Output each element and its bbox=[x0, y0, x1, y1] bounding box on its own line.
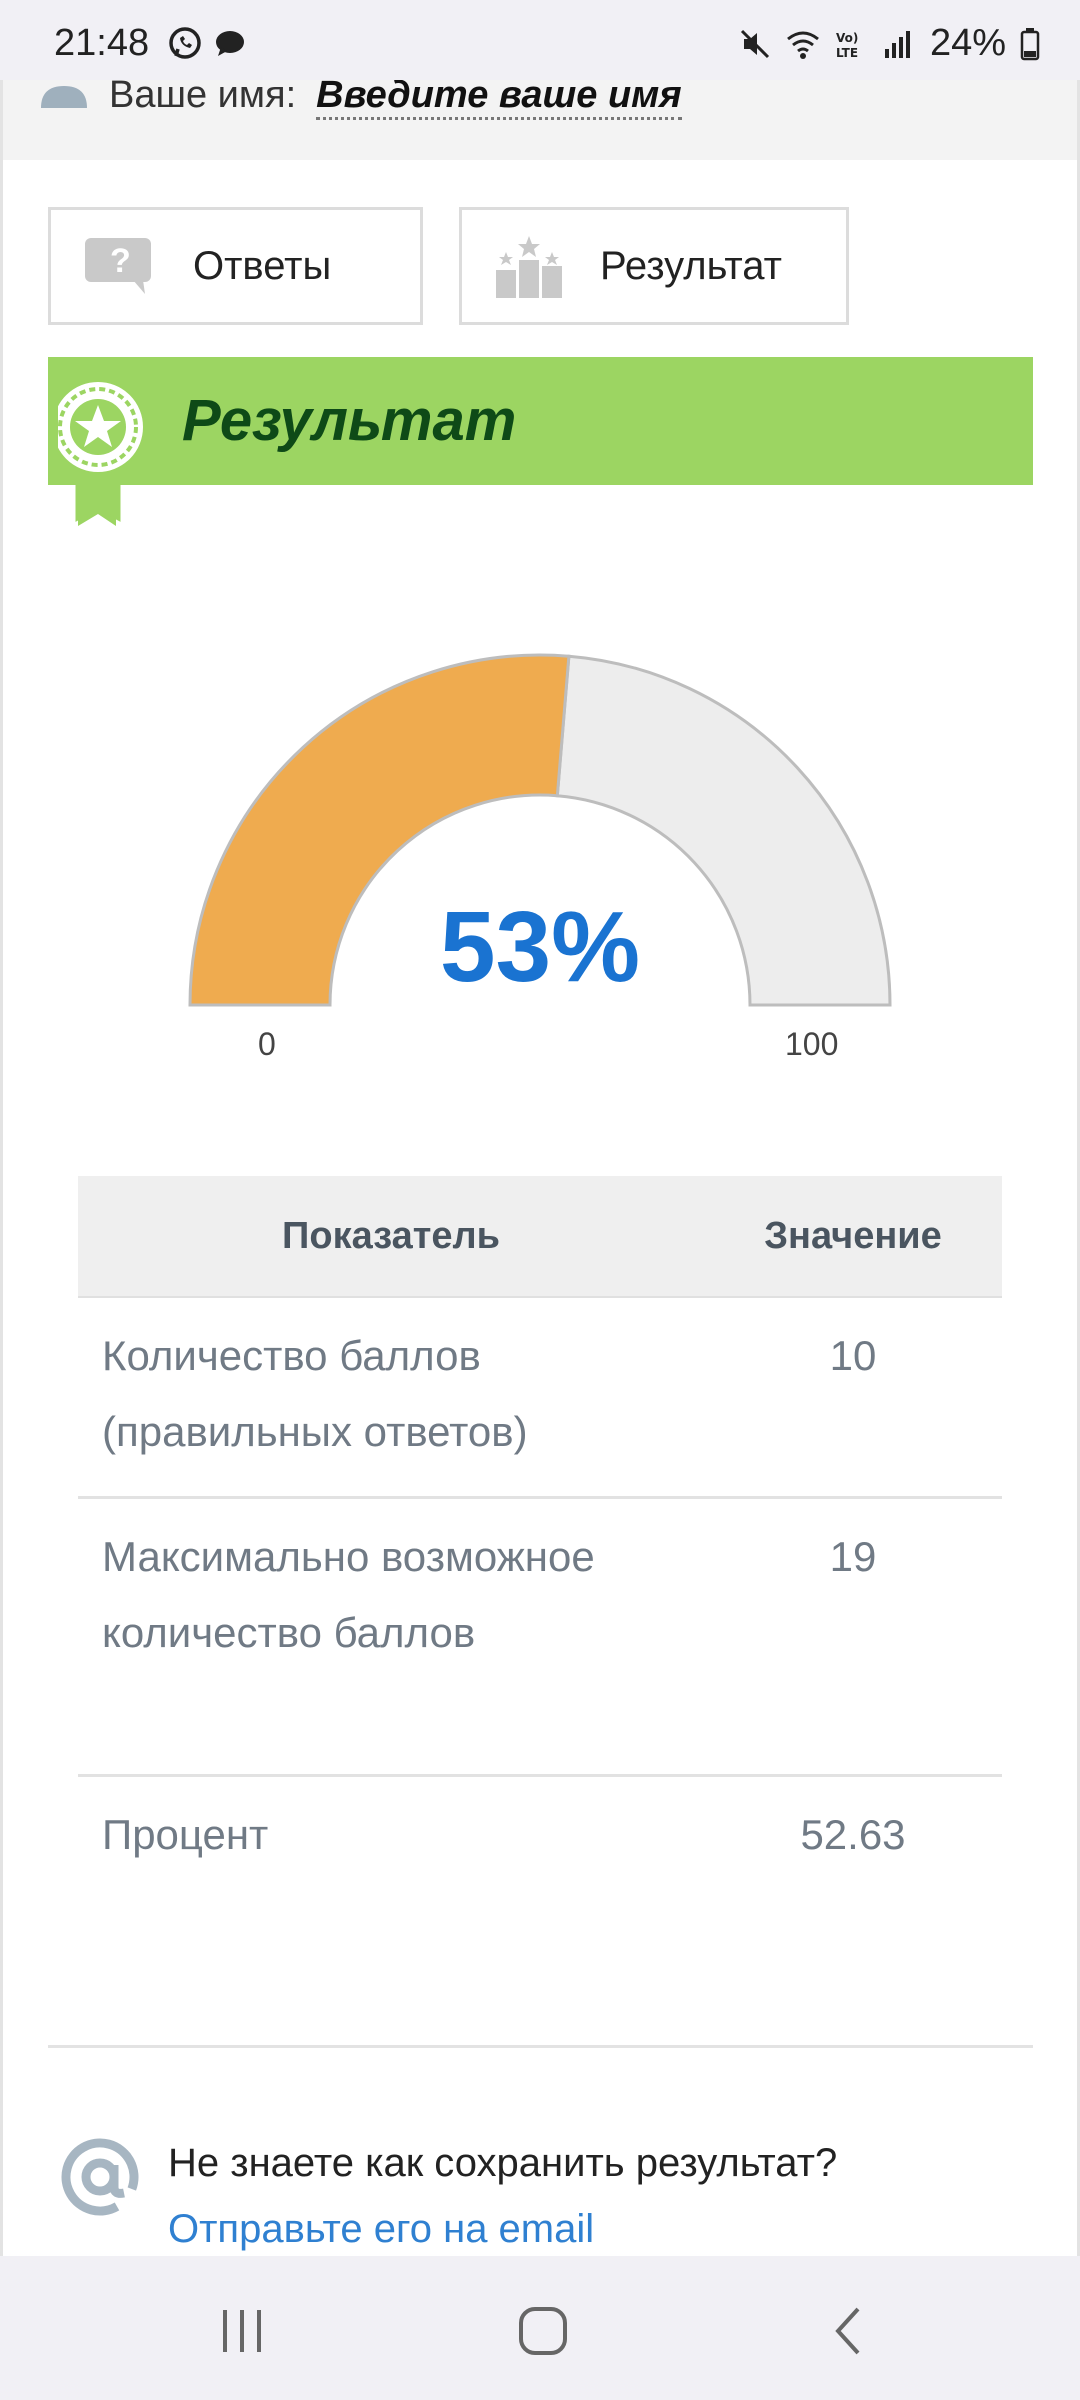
chat-icon bbox=[216, 31, 244, 56]
mute-icon bbox=[740, 29, 769, 58]
volte-icon: Vo) LTE bbox=[836, 31, 858, 60]
battery-icon bbox=[1020, 27, 1040, 60]
results-table: Показатель Значение Количество баллов (п… bbox=[78, 1176, 1002, 1899]
gauge-min-label: 0 bbox=[258, 1026, 276, 1062]
row-value: 19 bbox=[704, 1497, 1002, 1777]
table-row: Процент 52.63 bbox=[78, 1775, 1002, 1899]
name-label: Ваше имя: bbox=[109, 74, 297, 116]
at-sign-icon bbox=[61, 2138, 139, 2216]
signal-icon bbox=[884, 30, 910, 58]
row-label: Максимально возможное количество баллов bbox=[78, 1497, 704, 1777]
email-prompt: Не знаете как сохранить результат? Отпра… bbox=[58, 2135, 1038, 2255]
clock: 21:48 bbox=[54, 22, 150, 64]
tab-answers-label: Ответы bbox=[193, 243, 332, 288]
svg-text:Vo): Vo) bbox=[836, 31, 858, 45]
gauge-track bbox=[555, 654, 892, 1007]
gauge-max-label: 100 bbox=[785, 1026, 839, 1062]
question-bubble-icon: ? bbox=[85, 238, 151, 294]
table-row: Количество баллов (правильных ответов) 1… bbox=[78, 1297, 1002, 1499]
result-gauge: 53% 0 100 bbox=[0, 620, 1080, 1080]
divider bbox=[48, 2045, 1033, 2048]
home-button[interactable] bbox=[503, 2296, 583, 2366]
gauge-value: 53% bbox=[439, 891, 641, 1003]
column-header: Показатель bbox=[78, 1176, 704, 1298]
table-row: Максимально возможное количество баллов … bbox=[78, 1497, 1002, 1777]
wifi-icon bbox=[787, 31, 819, 59]
svg-text:?: ? bbox=[110, 242, 131, 280]
user-icon bbox=[41, 86, 87, 108]
whatsapp-icon bbox=[169, 27, 201, 59]
recents-button[interactable] bbox=[202, 2296, 282, 2366]
tab-result[interactable]: Результат bbox=[459, 207, 849, 325]
gauge-fill bbox=[188, 653, 571, 1007]
award-ribbon-icon bbox=[58, 382, 143, 526]
podium-icon bbox=[496, 236, 562, 298]
column-header: Значение bbox=[704, 1176, 1002, 1298]
name-input[interactable]: Введите ваше имя bbox=[316, 74, 682, 120]
table-header-row: Показатель Значение bbox=[78, 1176, 1002, 1298]
recents-icon bbox=[223, 2310, 261, 2352]
row-label: Процент bbox=[102, 1810, 269, 1858]
send-email-link[interactable]: Отправьте его на email bbox=[168, 2207, 595, 2251]
battery-percent: 24% bbox=[929, 22, 1006, 64]
row-value: 10 bbox=[704, 1297, 1002, 1499]
tab-answers[interactable]: ? Ответы bbox=[48, 207, 423, 325]
result-title: Результат bbox=[182, 388, 517, 453]
svg-text:LTE: LTE bbox=[836, 46, 858, 60]
home-icon bbox=[519, 2307, 567, 2355]
result-banner: Результат bbox=[48, 357, 1033, 526]
email-question: Не знаете как сохранить результат? bbox=[168, 2141, 838, 2185]
row-label: Количество баллов (правильных ответов) bbox=[78, 1297, 704, 1499]
tab-result-label: Результат bbox=[600, 243, 782, 288]
system-nav-bar bbox=[0, 2256, 1080, 2400]
name-section: Ваше имя: Введите ваше имя bbox=[0, 74, 1080, 160]
back-icon bbox=[835, 2307, 860, 2355]
row-value: 52.63 bbox=[800, 1810, 906, 1858]
status-bar: 21:48 Vo) LTE bbox=[0, 0, 1080, 80]
back-button[interactable] bbox=[808, 2296, 888, 2366]
